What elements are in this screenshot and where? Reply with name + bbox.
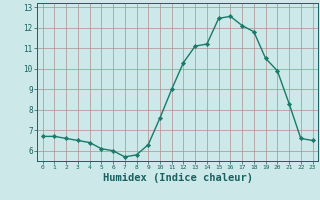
X-axis label: Humidex (Indice chaleur): Humidex (Indice chaleur) xyxy=(103,173,252,183)
